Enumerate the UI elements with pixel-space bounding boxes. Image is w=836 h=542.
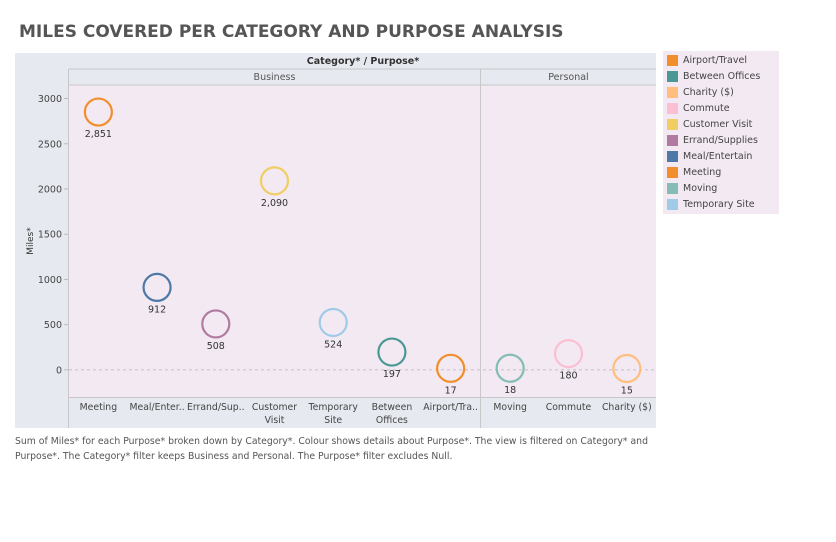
legend-label: Customer Visit: [683, 119, 753, 130]
data-label: 180: [559, 371, 577, 382]
legend-item[interactable]: Commute: [667, 101, 730, 116]
legend-label: Meeting: [683, 167, 722, 178]
legend-label: Temporary Site: [683, 199, 755, 210]
y-axis-ticks: 0 500 1000 1500 2000 2500 3000: [38, 94, 68, 376]
point-airport-travel: [436, 353, 466, 383]
legend-label: Moving: [683, 183, 718, 194]
chart-title: MILES COVERED PER CATEGORY AND PURPOSE A…: [19, 22, 564, 42]
legend-item[interactable]: Charity ($): [667, 85, 734, 100]
data-label: 912: [148, 304, 166, 315]
x-axis-background: [69, 397, 656, 428]
data-label: 508: [207, 341, 225, 352]
y-tick-label: 2000: [38, 185, 62, 196]
legend-swatch: [667, 183, 678, 194]
data-points: [83, 97, 642, 384]
x-tick-label: Airport/Tra..: [423, 402, 478, 413]
x-tick-label: Meal/Enter..: [129, 402, 184, 413]
y-tick-label: 1000: [38, 275, 62, 286]
legend-item[interactable]: Customer Visit: [667, 117, 752, 132]
panel-headers: Business Personal: [254, 72, 589, 83]
x-axis-ticks: Meeting Meal/Enter.. Errand/Sup.. Customer V…: [80, 402, 652, 426]
point-meeting: [83, 97, 113, 127]
legend-swatch: [667, 71, 678, 82]
y-tick-label: 2500: [38, 139, 62, 150]
legend-label: Meal/Entertain: [683, 151, 753, 162]
y-axis-background: [15, 85, 69, 397]
corner-background: [15, 397, 69, 428]
point-commute: [553, 338, 584, 369]
legend-item[interactable]: Temporary Site: [667, 197, 755, 212]
point-customer-visit: [259, 166, 290, 196]
legend-swatch: [667, 103, 678, 114]
footnote: Sum of Miles* for each Purpose* broken d…: [15, 436, 648, 462]
legend-label: Between Offices: [683, 71, 761, 82]
point-errand-supplies: [201, 309, 231, 339]
legend-label: Errand/Supplies: [683, 135, 758, 146]
legend-swatch: [667, 55, 678, 66]
y-axis-title: Miles*: [26, 227, 36, 255]
y-tick-label: 0: [56, 365, 62, 376]
x-tick-label: Between: [372, 402, 413, 413]
point-moving: [495, 353, 525, 383]
legend-swatch: [667, 87, 678, 98]
legend-label: Commute: [683, 103, 730, 114]
legend-item[interactable]: Between Offices: [667, 69, 760, 84]
legend-item[interactable]: Errand/Supplies: [667, 133, 758, 148]
legend-swatch: [667, 135, 678, 146]
x-tick-label: Charity ($): [602, 402, 652, 413]
x-tick-label: Errand/Sup..: [187, 402, 245, 413]
data-label: 15: [621, 386, 633, 397]
x-tick-label: Visit: [265, 415, 285, 426]
data-label: 524: [324, 339, 342, 350]
legend-item[interactable]: Moving: [667, 181, 717, 196]
data-label: 197: [383, 369, 401, 380]
data-label: 18: [504, 385, 516, 396]
data-label: 17: [445, 385, 457, 396]
x-tick-label: Customer: [252, 402, 297, 413]
legend-label: Airport/Travel: [683, 55, 747, 66]
panel-header-personal: Personal: [548, 72, 588, 83]
panel-header-business: Business: [254, 72, 296, 83]
plot-background-personal: [481, 85, 656, 397]
point-temporary-site: [318, 307, 348, 338]
y-tick-label: 3000: [38, 94, 62, 105]
legend-item[interactable]: Meeting: [667, 165, 721, 180]
data-labels: 2,851 912 508 2,090 524 197 17 18 180 15: [85, 129, 633, 396]
y-tick-label: 1500: [38, 230, 62, 241]
data-label: 2,851: [85, 129, 112, 140]
legend-swatch: [667, 167, 678, 178]
x-tick-label: Meeting: [80, 402, 118, 413]
plot-background-business: [69, 85, 480, 397]
legend-item[interactable]: Airport/Travel: [667, 53, 747, 68]
legend-label: Charity ($): [683, 87, 734, 98]
legend-swatch: [667, 199, 678, 210]
x-tick-label: Moving: [493, 402, 527, 413]
x-tick-label: Temporary: [308, 402, 359, 413]
legend: Airport/Travel Between Offices Charity ($)…: [663, 51, 779, 214]
point-charity: [612, 353, 642, 384]
y-tick-label: 500: [44, 320, 62, 331]
legend-item[interactable]: Meal/Entertain: [667, 149, 752, 164]
column-header: Category* / Purpose*: [307, 56, 419, 67]
x-tick-label: Offices: [376, 415, 408, 426]
legend-swatch: [667, 119, 678, 130]
data-label: 2,090: [261, 198, 288, 209]
point-between-offices: [377, 337, 407, 367]
legend-swatch: [667, 151, 678, 162]
x-tick-label: Commute: [546, 402, 592, 413]
x-tick-label: Site: [324, 415, 342, 426]
point-meal-entertain: [142, 272, 172, 302]
